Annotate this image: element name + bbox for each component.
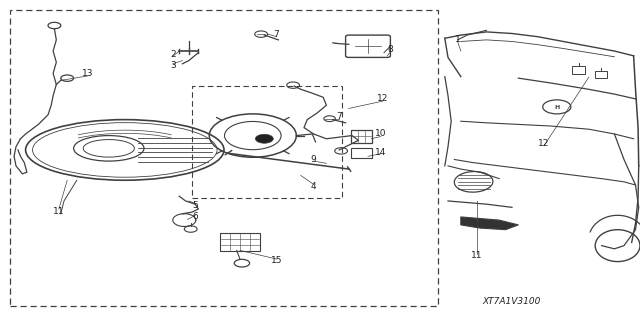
- Text: 12: 12: [538, 139, 550, 148]
- Text: 3: 3: [170, 61, 175, 70]
- Text: 4: 4: [311, 182, 316, 191]
- Text: H: H: [554, 105, 559, 110]
- Text: 6: 6: [193, 212, 198, 221]
- Text: 10: 10: [375, 130, 387, 138]
- Text: 15: 15: [271, 256, 282, 265]
- Text: 2: 2: [170, 50, 175, 59]
- Text: 7: 7: [274, 30, 279, 39]
- Text: 8: 8: [388, 45, 393, 54]
- Text: 11: 11: [53, 207, 65, 216]
- Text: 11: 11: [471, 251, 483, 260]
- Polygon shape: [461, 217, 518, 230]
- Text: 12: 12: [377, 94, 388, 103]
- Text: 5: 5: [193, 201, 198, 210]
- Text: 9: 9: [311, 155, 316, 164]
- Text: 7: 7: [337, 112, 342, 121]
- Circle shape: [255, 134, 273, 143]
- Text: 14: 14: [375, 148, 387, 157]
- Text: 13: 13: [82, 69, 93, 78]
- Text: XT7A1V3100: XT7A1V3100: [483, 297, 541, 306]
- Text: 1: 1: [455, 35, 460, 44]
